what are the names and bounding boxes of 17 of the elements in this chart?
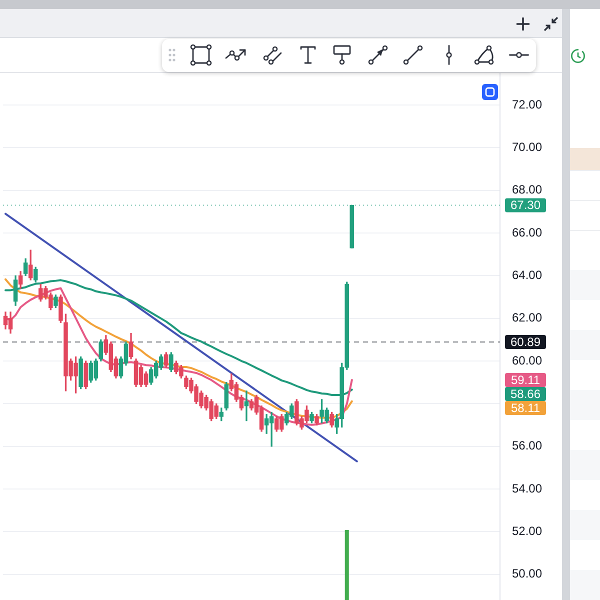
text: 58.66 [510, 386, 541, 401]
candlestick [244, 390, 249, 422]
ref-line-label: 67.30 [510, 198, 541, 212]
y-tick-label: 64.00 [512, 268, 542, 282]
y-tick-label: 52.00 [512, 524, 542, 538]
y-tick-label: 56.00 [512, 438, 542, 453]
text: 58.11 [510, 400, 540, 415]
y-tick-label: 70.00 [512, 140, 542, 154]
y-tick-label: 50.00 [512, 566, 542, 581]
y-tick-label: 60.00 [512, 353, 542, 368]
text: 59.11 [510, 372, 540, 387]
y-tick-label: 54.00 [512, 481, 542, 496]
ref-line-label: 60.89 [510, 334, 541, 349]
y-tick-label: 66.00 [512, 225, 542, 240]
y-tick-label: 68.00 [512, 182, 542, 197]
y-tick-label: 72.00 [512, 97, 542, 112]
y-tick-label: 62.00 [512, 310, 542, 325]
